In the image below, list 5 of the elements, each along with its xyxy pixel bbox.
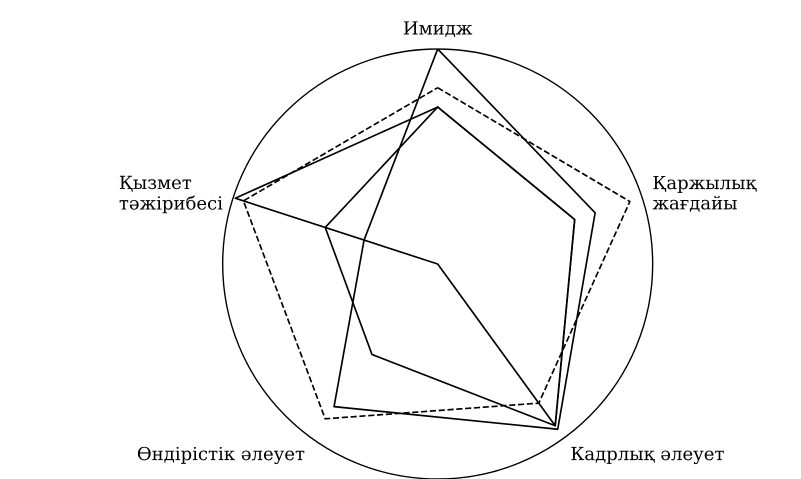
spoke-label: Қызмет тәжірибесі	[120, 176, 223, 214]
spoke-label: Өндірістік әлеует	[138, 446, 304, 464]
spoke-label: Имидж	[404, 21, 472, 37]
spoke-label: Қаржылық жағдайы	[652, 176, 757, 212]
spoke-label: Кадрлық әлеует	[571, 446, 724, 464]
